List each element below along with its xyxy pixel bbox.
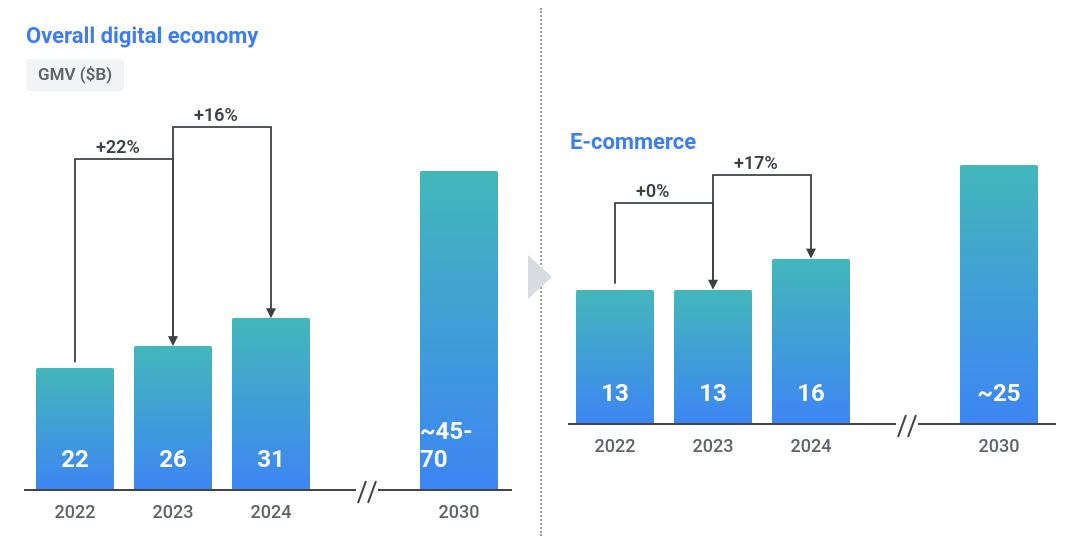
bar-value-label: ~45-70	[420, 417, 498, 473]
bar-value-label: 26	[159, 445, 187, 473]
bar-2022: 22	[36, 368, 114, 491]
growth-bracket	[607, 199, 721, 300]
bar-value-label: 13	[601, 379, 629, 407]
axis-x	[24, 489, 512, 491]
growth-bracket	[67, 155, 181, 378]
chart-ecommerce: 131316~25+0%+17% 2022202320242030	[568, 165, 1056, 465]
xaxis-label: 2030	[960, 436, 1038, 457]
growth-label: +0%	[636, 181, 669, 202]
axis-x	[568, 423, 1056, 425]
chart-overall-economy: 22 26 31 ~45-70 +22% +16% 2022 2023 2024 2030	[24, 101, 512, 531]
bar-value-label: 13	[699, 379, 727, 407]
bar-2023: 26	[134, 346, 212, 491]
xaxis-label: 2022	[576, 436, 654, 457]
title-overall-economy: Overall digital economy	[26, 24, 512, 49]
bar-value-label: 31	[257, 445, 285, 473]
bar-2030: ~25	[960, 165, 1038, 425]
bar-value-label: 16	[797, 379, 825, 407]
page: Overall digital economy GMV ($B) 22 26 31 ~…	[0, 0, 1080, 554]
bar-2022: 13	[576, 290, 654, 425]
growth-label: +17%	[734, 153, 778, 174]
xaxis-label: 2024	[772, 436, 850, 457]
growth-label: +22%	[96, 137, 140, 158]
bar-value-label: ~25	[977, 379, 1020, 407]
panel-ecommerce: E-commerce 13 13 16 ~25 +0% +17% 2022 2023 2024…	[528, 20, 1056, 546]
xaxis-label: 2030	[420, 502, 498, 523]
chart-plot-area: 22 26 31 ~45-70 +22% +16%	[24, 101, 512, 491]
bar-2024: 16	[772, 259, 850, 425]
bar-2023: 13	[674, 290, 752, 425]
panel-overall-economy: Overall digital economy GMV ($B) 22 26 31 ~…	[24, 20, 528, 546]
bar-value-label: 22	[61, 445, 89, 473]
xaxis-label: 2022	[36, 502, 114, 523]
badge-gmv: GMV ($B)	[26, 59, 124, 91]
xaxis-label: 2024	[232, 502, 310, 523]
growth-label: +16%	[194, 105, 238, 126]
bar-2024: 31	[232, 318, 310, 491]
title-ecommerce: E-commerce	[570, 130, 1056, 155]
xaxis-label: 2023	[674, 436, 752, 457]
bar-2030: ~45-70	[420, 171, 498, 491]
chart-plot-area: 131316~25+0%+17%	[568, 165, 1056, 425]
xaxis-label: 2023	[134, 502, 212, 523]
